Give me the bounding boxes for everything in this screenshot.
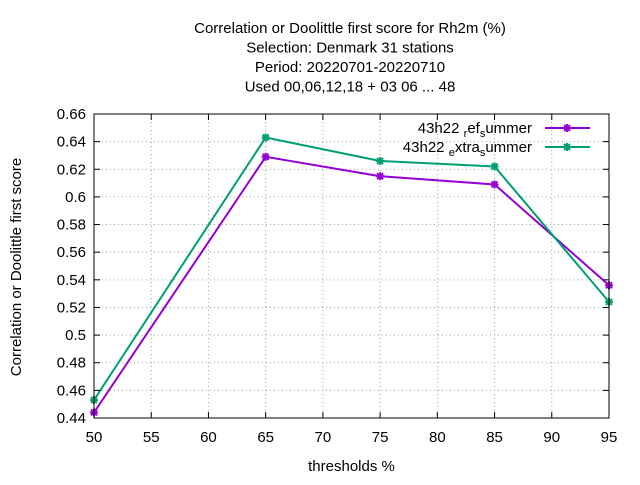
x-axis-label: thresholds % bbox=[308, 458, 395, 475]
x-tick-label: 60 bbox=[200, 429, 217, 446]
x-tick-label: 75 bbox=[372, 429, 389, 446]
x-tick-label: 50 bbox=[86, 429, 103, 446]
axis-ticks: 0.44 0.46 0.48 0.5 0.52 0.54 0.56 0.58 0.6 0.62 0.… bbox=[57, 106, 618, 446]
title-line-3: Period: 20220701-20220710 bbox=[255, 59, 445, 76]
legend-swatch-marker bbox=[563, 143, 571, 151]
x-tick-label: 55 bbox=[143, 429, 160, 446]
x-tick-label: 65 bbox=[257, 429, 274, 446]
y-tick-label: 0.62 bbox=[57, 161, 86, 178]
x-tick-label: 70 bbox=[315, 429, 332, 446]
y-tick-label: 0.54 bbox=[57, 272, 86, 289]
y-tick-label: 0.58 bbox=[57, 217, 86, 234]
x-tick-label: 80 bbox=[429, 429, 446, 446]
series-line-2 bbox=[93, 136, 610, 401]
data-point-series-2 bbox=[261, 133, 270, 142]
legend-label: 43h22 refsummer bbox=[418, 120, 532, 140]
data-point-series-2 bbox=[490, 162, 499, 171]
x-tick-label: 95 bbox=[601, 429, 618, 446]
y-tick-label: 0.64 bbox=[57, 134, 86, 151]
y-tick-label: 0.6 bbox=[65, 189, 86, 206]
y-tick-label: 0.46 bbox=[57, 382, 86, 399]
data-point-series-1 bbox=[261, 152, 270, 161]
legend-swatch-marker bbox=[563, 124, 571, 132]
y-tick-label: 0.56 bbox=[57, 244, 86, 261]
y-tick-label: 0.52 bbox=[57, 299, 86, 316]
title-line-4: Used 00,06,12,18 + 03 06 ... 48 bbox=[245, 79, 456, 96]
title-line-1: Correlation or Doolittle first score for… bbox=[194, 20, 506, 37]
y-tick-label: 0.48 bbox=[57, 355, 86, 372]
title-line-2: Selection: Denmark 31 stations bbox=[246, 40, 454, 57]
y-axis-label: Correlation or Doolittle first score bbox=[8, 158, 25, 376]
legend-label: 43h22 extrasummer bbox=[403, 139, 532, 159]
chart-title: Correlation or Doolittle first score for… bbox=[194, 20, 506, 96]
series-lines bbox=[90, 133, 613, 417]
data-point-series-1 bbox=[376, 172, 385, 181]
plot-frame bbox=[93, 113, 610, 419]
data-point-series-1 bbox=[490, 180, 499, 189]
grid-lines bbox=[94, 114, 609, 418]
legend-entry-2: 43h22 extrasummer bbox=[403, 139, 590, 159]
legend-entry-1: 43h22 refsummer bbox=[418, 120, 590, 140]
y-tick-label: 0.44 bbox=[57, 410, 86, 427]
series-line-1 bbox=[93, 155, 610, 414]
y-tick-label: 0.5 bbox=[65, 327, 86, 344]
data-point-series-2 bbox=[376, 156, 385, 165]
x-tick-label: 85 bbox=[486, 429, 503, 446]
y-tick-label: 0.66 bbox=[57, 106, 86, 123]
x-tick-label: 90 bbox=[543, 429, 560, 446]
